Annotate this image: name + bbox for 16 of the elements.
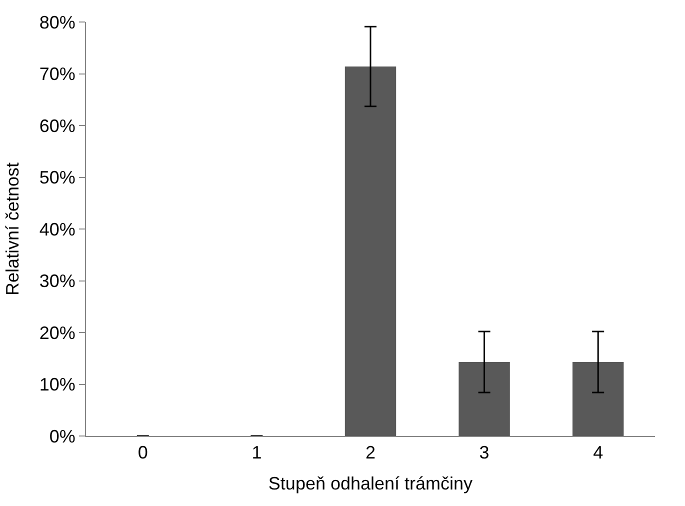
y-tick-label: 0% bbox=[49, 426, 76, 446]
x-tick-label: 4 bbox=[593, 442, 604, 463]
x-tick-label: 3 bbox=[479, 442, 490, 463]
x-axis-title: Stupeň odhalení trámčiny bbox=[268, 474, 473, 494]
x-tick-label: 2 bbox=[365, 442, 376, 463]
x-tick-label: 1 bbox=[252, 442, 262, 463]
y-tick-label: 60% bbox=[39, 116, 76, 136]
y-tick-label: 40% bbox=[39, 219, 76, 240]
y-tick-label: 80% bbox=[39, 12, 76, 32]
y-tick-label: 50% bbox=[39, 168, 76, 188]
y-tick-label: 70% bbox=[39, 64, 76, 84]
y-tick-label: 30% bbox=[39, 271, 76, 292]
y-tick-label: 20% bbox=[39, 322, 76, 343]
x-tick-label: 0 bbox=[138, 442, 148, 463]
y-tick-label: 10% bbox=[39, 374, 76, 395]
y-axis-title: Relativní četnost bbox=[2, 162, 23, 296]
